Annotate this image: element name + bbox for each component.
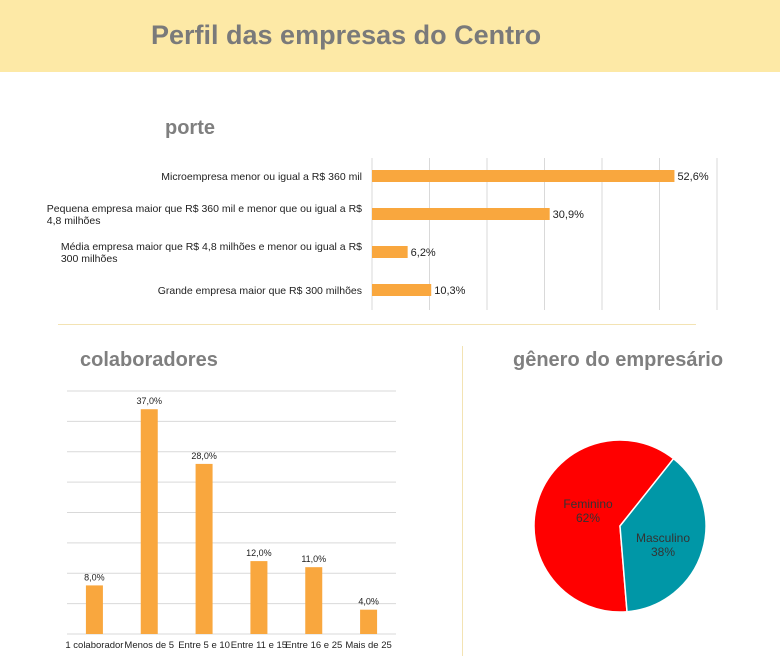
porte-category-label: Microempresa menor ou igual a R$ 360 mil	[161, 171, 362, 183]
porte-data-label: 10,3%	[434, 285, 465, 297]
page-title: Perfil das empresas do Centro	[151, 20, 542, 50]
colab-data-label: 28,0%	[191, 451, 217, 461]
genero-chart-title: gênero do empresário	[513, 349, 724, 371]
porte-data-label: 6,2%	[411, 247, 436, 259]
pie-label-value: 38%	[651, 545, 675, 559]
colab-data-label: 12,0%	[246, 548, 272, 558]
section-divider-horizontal	[58, 324, 696, 325]
porte-bar	[372, 170, 675, 182]
porte-data-label: 30,9%	[553, 209, 584, 221]
colab-category-label: 1 colaborador	[65, 640, 123, 651]
pie-label-value: 62%	[576, 511, 600, 525]
colab-category-label: Entre 11 e 15	[231, 640, 287, 651]
colaboradores-chart-title: colaboradores	[80, 349, 218, 371]
colab-bar	[305, 567, 323, 634]
pie-label-name: Masculino	[636, 531, 690, 545]
colab-bar	[85, 585, 103, 634]
colab-data-label: 11,0%	[301, 554, 326, 564]
colab-bar	[140, 409, 158, 634]
colab-bar	[250, 561, 268, 634]
porte-category-label: Grande empresa maior que R$ 300 milhões	[158, 285, 362, 297]
colab-data-label: 37,0%	[136, 396, 162, 406]
colab-category-label: Menos de 5	[124, 640, 174, 651]
colab-data-label: 8,0%	[84, 572, 105, 582]
pie-label-name: Feminino	[563, 497, 613, 511]
porte-category-label: Média empresa maior que R$ 4,8 milhões e…	[61, 241, 362, 265]
colab-category-label: Mais de 25	[345, 640, 391, 651]
colab-category-label: Entre 5 e 10	[178, 640, 230, 651]
header-banner: Perfil das empresas do Centro	[0, 0, 780, 72]
colab-bar	[360, 609, 378, 634]
porte-bar	[372, 284, 432, 296]
pie-slice-masculino	[619, 457, 707, 613]
porte-bar	[372, 246, 408, 258]
colab-bar	[195, 463, 213, 634]
colab-category-label: Entre 16 e 25	[285, 640, 342, 651]
porte-bar	[372, 208, 550, 220]
porte-chart-title: porte	[165, 117, 215, 139]
porte-data-label: 52,6%	[677, 171, 708, 183]
porte-category-label: Pequena empresa maior que R$ 360 mil e m…	[47, 203, 362, 227]
section-divider-vertical	[462, 346, 463, 656]
pie-slice-feminino	[533, 439, 675, 613]
colab-data-label: 4,0%	[358, 597, 379, 607]
